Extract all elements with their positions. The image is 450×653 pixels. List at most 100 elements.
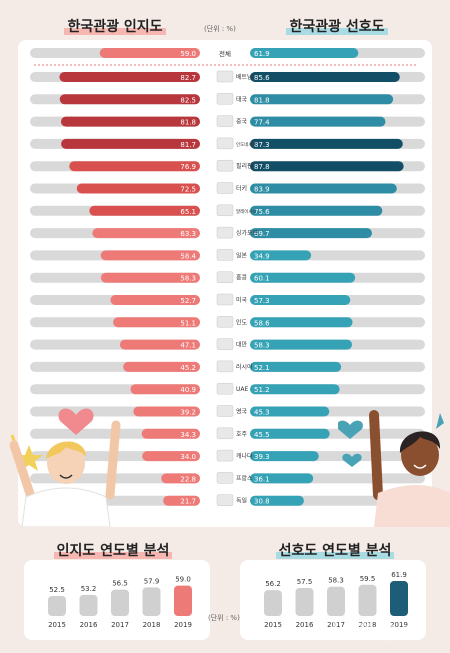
preference-value-label: 87.3: [254, 141, 270, 149]
country-label: 독일: [236, 497, 247, 505]
awareness-bar: [163, 495, 200, 506]
year-tick-label: 2018: [359, 621, 377, 629]
awareness-value-label: 82.7: [180, 74, 196, 82]
unit-label-bottom: (단위 : %): [208, 614, 240, 622]
year-tick-label: 2017: [327, 621, 345, 629]
awareness-value-label: 81.8: [180, 119, 196, 127]
awareness-bar: [100, 272, 200, 283]
country-label: 인도: [236, 319, 248, 326]
total-label: 전체: [219, 49, 231, 58]
awareness-value-label: 51.1: [180, 319, 196, 327]
country-flag-icon: [216, 159, 234, 172]
country-flag-icon: [216, 182, 234, 194]
awareness-value-label: 63.3: [180, 230, 196, 238]
preference-value-label: 30.8: [254, 498, 270, 506]
country-label: 일본: [236, 251, 248, 259]
awareness-value-label: 72.5: [180, 186, 196, 194]
year-bar: [327, 586, 345, 616]
preference-bar: [250, 250, 312, 261]
awareness-bar: [89, 205, 200, 216]
awareness-bar: [113, 317, 200, 328]
preference-bar: [250, 317, 353, 328]
awareness-bar: [59, 72, 200, 82]
country-flag-icon: [216, 494, 234, 506]
preference-bar: [250, 495, 304, 506]
awareness-bar: [133, 406, 200, 417]
year-tick-label: 2019: [390, 621, 408, 629]
preference-bar: [250, 339, 353, 350]
year-tick-label: 2018: [143, 621, 161, 629]
preference-value-label: 58.6: [254, 319, 270, 327]
country-label: 영국: [236, 408, 248, 416]
awareness-value-label: 76.9: [180, 163, 196, 171]
preference-value-label: 34.9: [254, 252, 270, 260]
preference-bar: [250, 451, 319, 462]
awareness-bar: [92, 228, 200, 239]
preference-value-label: 81.8: [254, 96, 270, 104]
awareness-value-label: 59.0: [180, 50, 196, 58]
country-flag-icon: [216, 338, 234, 350]
country-flag-icon: [216, 449, 234, 462]
country-label: 프랑스: [236, 475, 253, 482]
country-flag-icon: [216, 405, 234, 417]
awareness-bar: [123, 361, 200, 372]
preference-value-label: 60.1: [254, 275, 270, 283]
preference-bar: [250, 228, 372, 239]
preference-value-label: 36.1: [254, 475, 270, 483]
country-label: 중국: [236, 119, 248, 126]
raised-arm: [105, 420, 121, 500]
raised-arm: [9, 440, 37, 505]
year-bar: [142, 587, 161, 616]
preference-value-label: 45.5: [254, 431, 270, 439]
awareness-value-label: 34.0: [180, 453, 196, 461]
year-value-label: 53.2: [81, 585, 97, 593]
country-flag-icon: [216, 293, 234, 306]
preference-bar: [250, 406, 330, 417]
country-label: 말레이시아: [236, 208, 258, 215]
preference-bar: [250, 272, 356, 283]
hair: [46, 441, 86, 459]
shirt: [374, 485, 450, 527]
shirt: [21, 487, 111, 527]
preference-value-label: 61.9: [254, 50, 270, 58]
preference-bar: [250, 428, 330, 439]
year-tick-label: 2017: [111, 621, 129, 629]
person-illustration-left: [9, 408, 121, 527]
country-flag-icon: [216, 115, 234, 127]
year-tick-label: 2016: [296, 621, 314, 629]
preference-bar: [250, 94, 394, 105]
awareness-bar: [59, 94, 200, 105]
preference-bar: [250, 473, 314, 484]
heart-icon: [338, 420, 363, 439]
awareness-value-label: 58.3: [180, 275, 196, 283]
year-value-label: 57.9: [144, 577, 160, 585]
preference-value-label: 58.3: [254, 342, 270, 350]
country-label: 싱가포르: [236, 229, 259, 237]
country-label: 미국: [236, 296, 248, 304]
preference-value-label: 39.3: [254, 453, 270, 461]
awareness-value-label: 21.7: [180, 498, 196, 506]
preference-bar: [250, 384, 340, 395]
preference-bar: [250, 295, 351, 305]
country-flag-icon: [216, 271, 234, 283]
year-bar: [390, 580, 408, 616]
year-tick-label: 2015: [264, 621, 282, 629]
preference-bar: [250, 361, 342, 372]
awareness-bar: [130, 384, 200, 395]
awareness-value-label: 81.7: [180, 141, 196, 149]
preference-value-label: 51.2: [254, 386, 270, 394]
year-value-label: 59.5: [360, 575, 376, 583]
preference-value-label: 77.4: [254, 119, 270, 127]
country-flag-icon: [216, 70, 234, 83]
year-bar: [111, 589, 129, 616]
awareness-bar: [76, 183, 200, 194]
country-flag-icon: [216, 93, 234, 105]
preference-value-label: 57.3: [254, 297, 270, 305]
country-flag-icon: [216, 249, 234, 261]
preference-value-label: 69.7: [254, 230, 270, 238]
preference-bar: [250, 183, 397, 194]
country-label: 캐나다: [236, 452, 253, 460]
preference-bar: [250, 72, 400, 82]
awareness-value-label: 39.2: [180, 409, 196, 417]
